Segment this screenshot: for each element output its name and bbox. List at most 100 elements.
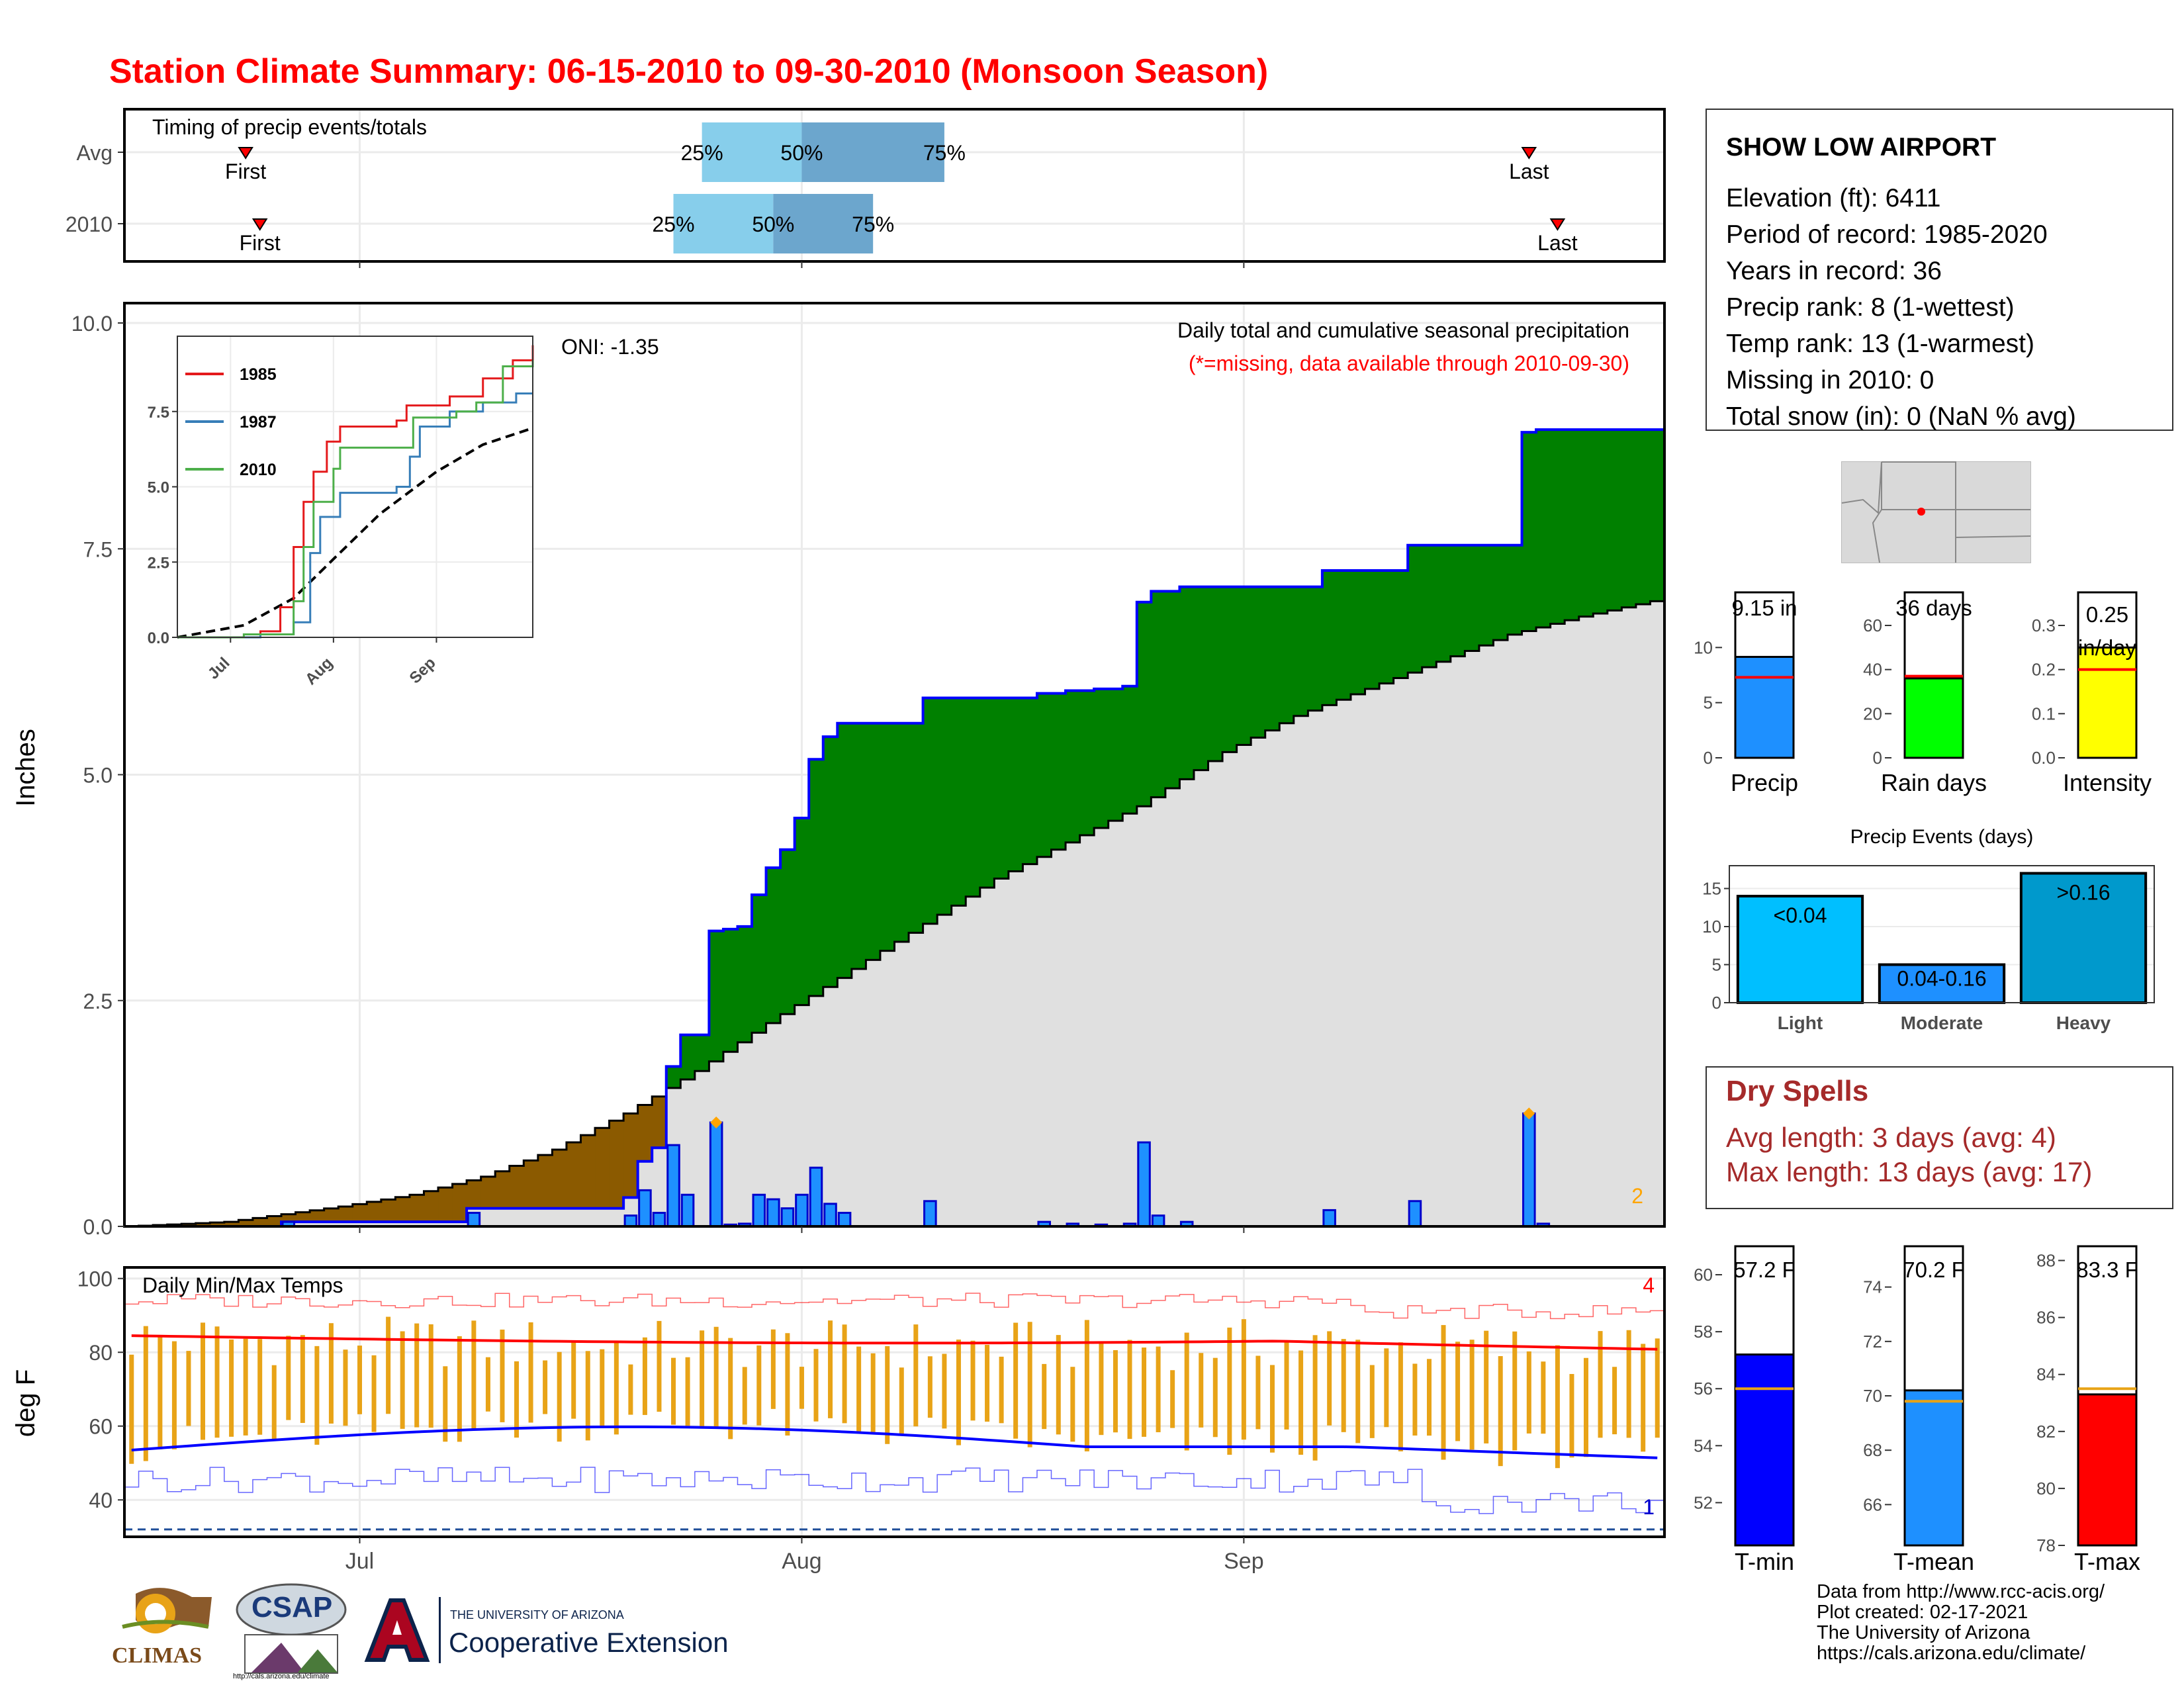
events-ytick-label: 0 [1712, 993, 1721, 1013]
precip-ytick-label: 10.0 [71, 312, 113, 336]
events-ytick-label: 5 [1712, 955, 1721, 975]
daily-precip-bar [638, 1189, 652, 1228]
daily-temp-range-bar [158, 1335, 163, 1449]
above-normal-area [1222, 586, 1238, 753]
tmean-stat-ytick-label: 70 [1863, 1386, 1882, 1406]
above-normal-area [1165, 591, 1181, 788]
daily-temp-range-bar [799, 1367, 804, 1409]
below-normal-area [381, 1199, 396, 1222]
csap-logo: CSAP http://cals.arizona.edu/climate [232, 1583, 351, 1682]
precip-stat-value-label: 9.15 in [1731, 596, 1797, 620]
raindays-stat-ytick-label: 60 [1863, 616, 1882, 635]
daily-precip-bar [823, 1203, 837, 1228]
above-normal-area [809, 759, 824, 996]
temp-ytick-label: 60 [89, 1415, 113, 1439]
above-normal-area [866, 723, 881, 960]
intensity-stat-value-label: 0.25 [2086, 602, 2128, 627]
station-line: Total snow (in): 0 (NaN % avg) [1726, 402, 2076, 431]
above-normal-area [1122, 686, 1138, 814]
below-normal-area [609, 1120, 624, 1209]
timing-label-first: First [240, 231, 281, 255]
precip-stat-ytick-label: 0 [1704, 748, 1713, 768]
events-ytick-label: 15 [1702, 879, 1721, 899]
tmean-stat-value-label: 70.2 F [1903, 1257, 1965, 1282]
below-normal-area [595, 1128, 610, 1209]
above-normal-area [1136, 602, 1152, 807]
timing-label-75: 75% [923, 141, 966, 165]
tmin-stat-ytick-label: 56 [1694, 1379, 1713, 1398]
timing-bar-25-50 [673, 194, 774, 253]
above-normal-area [694, 1034, 709, 1072]
events-category-label: Moderate [1901, 1013, 1983, 1033]
daily-temp-range-bar [243, 1338, 248, 1436]
tmin-stat-value-label: 57.2 F [1733, 1257, 1796, 1282]
raindays-stat-value-label: 36 days [1895, 596, 1972, 620]
precip-subtitle: (*=missing, data available through 2010-… [1189, 351, 1629, 375]
daily-temp-range-bar [614, 1340, 619, 1435]
above-normal-area [1051, 693, 1066, 850]
daily-precip-bar [766, 1198, 780, 1228]
daily-temp-range-bar [628, 1364, 633, 1415]
daily-temp-range-bar [1084, 1320, 1089, 1451]
tmin-stat-category-label: T-min [1735, 1548, 1794, 1575]
daily-precip-bar [780, 1207, 795, 1228]
temp-ytick-label: 40 [89, 1488, 113, 1512]
above-normal-area [1422, 545, 1437, 668]
events-title: Precip Events (days) [1850, 826, 2034, 848]
above-normal-area [1408, 545, 1423, 673]
precip-frame [123, 302, 1666, 1228]
daily-temp-range-bar [1455, 1342, 1461, 1441]
events-bar [1736, 895, 1864, 1004]
inset-ytick-label: 7.5 [148, 404, 169, 422]
above-normal-area [1336, 571, 1351, 700]
raindays-stat-ytick-label: 20 [1863, 704, 1882, 723]
timing-marker-first [238, 147, 253, 160]
ua-line2: Cooperative Extension [449, 1627, 729, 1658]
station-line: Precip rank: 8 (1-wettest) [1726, 293, 2015, 322]
events-ytick-label: 10 [1702, 917, 1721, 937]
station-line: Period of record: 1985-2020 [1726, 220, 2048, 249]
daily-temp-range-bar [1355, 1340, 1361, 1443]
daily-temp-range-bar [1384, 1348, 1389, 1428]
above-normal-area [1493, 545, 1508, 641]
above-normal-area [1578, 430, 1594, 617]
daily-temp-range-bar [201, 1322, 206, 1440]
above-normal-area [794, 818, 809, 1005]
above-normal-area [1322, 571, 1338, 706]
above-normal-area [1193, 586, 1209, 770]
daily-temp-range-bar [1626, 1330, 1631, 1438]
above-normal-area [1650, 430, 1665, 602]
daily-temp-range-bar [685, 1357, 690, 1426]
daily-temp-range-bar [1598, 1331, 1603, 1438]
daily-temp-range-bar [813, 1349, 819, 1422]
daily-precip-bar [652, 1212, 666, 1228]
daily-temp-range-bar [443, 1366, 448, 1442]
csap-wordmark: CSAP [251, 1591, 333, 1623]
daily-temp-range-bar [1541, 1361, 1546, 1434]
events-bar-label: <0.04 [1774, 903, 1827, 927]
observed-cumulative-line [124, 428, 1664, 1228]
inset-ytick-label: 5.0 [148, 479, 169, 497]
below-normal-area [652, 1096, 667, 1148]
daily-temp-range-bar [314, 1346, 320, 1445]
climas-wordmark: CLIMAS [112, 1643, 203, 1668]
daily-precip-bar [1322, 1209, 1336, 1228]
daily-temp-range-bar [985, 1344, 990, 1422]
daily-precip-bar [623, 1214, 638, 1228]
above-normal-area [966, 698, 981, 897]
daily-temp-range-bar [171, 1341, 177, 1449]
raindays-stat-category-label: Rain days [1881, 769, 1987, 796]
credit-line: https://cals.arizona.edu/climate/ [1817, 1643, 2086, 1664]
precip-ytick-label: 2.5 [83, 989, 113, 1013]
tmax-stat-ytick-label: 78 [2036, 1535, 2056, 1555]
above-normal-area [723, 929, 739, 1052]
timing-bar-50-75 [801, 122, 944, 182]
precip-stat-category-label: Precip [1731, 769, 1798, 796]
above-normal-area [1036, 693, 1052, 857]
daily-temp-range-bar [671, 1357, 676, 1425]
tmin-stat-ytick-label: 60 [1694, 1265, 1713, 1285]
daily-temp-range-bar [343, 1349, 348, 1426]
below-normal-area [566, 1142, 582, 1209]
record-high-line [124, 1293, 1664, 1320]
